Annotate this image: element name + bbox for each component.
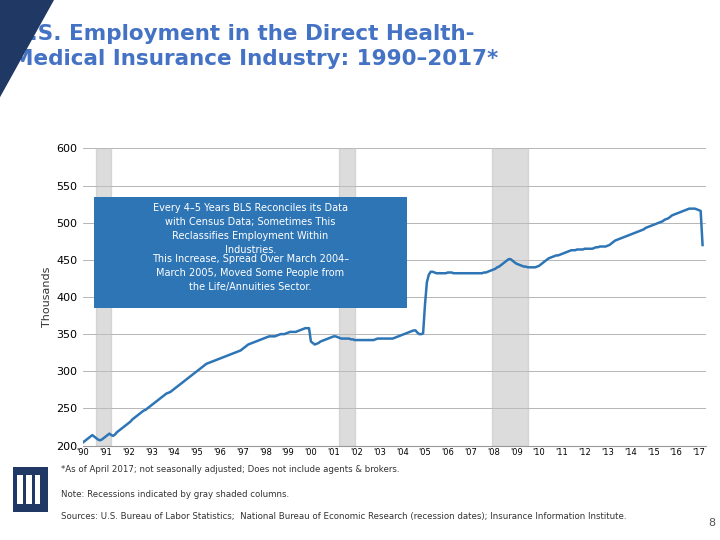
FancyBboxPatch shape — [26, 475, 32, 503]
Bar — [339, 148, 355, 445]
Bar — [492, 148, 528, 445]
Text: Every 4–5 Years BLS Reconciles its Data
with Census Data; Sometimes This
Reclass: Every 4–5 Years BLS Reconciles its Data … — [153, 202, 348, 255]
Text: *As of April 2017; not seasonally adjusted; Does not include agents & brokers.: *As of April 2017; not seasonally adjust… — [61, 465, 400, 475]
Text: 8: 8 — [708, 518, 715, 528]
Bar — [96, 148, 112, 445]
Text: This Increase, Spread Over March 2004–
March 2005, Moved Some People from
the Li: This Increase, Spread Over March 2004– M… — [152, 254, 349, 292]
Text: Note: Recessions indicated by gray shaded columns.: Note: Recessions indicated by gray shade… — [61, 490, 289, 499]
Y-axis label: Thousands: Thousands — [42, 267, 52, 327]
FancyBboxPatch shape — [17, 475, 23, 503]
FancyBboxPatch shape — [94, 197, 407, 308]
FancyBboxPatch shape — [13, 467, 48, 512]
Polygon shape — [0, 0, 54, 97]
Text: Sources: U.S. Bureau of Labor Statistics;  National Bureau of Economic Research : Sources: U.S. Bureau of Labor Statistics… — [61, 512, 626, 521]
FancyBboxPatch shape — [35, 475, 40, 503]
Text: U.S. Employment in the Direct Health-
Medical Insurance Industry: 1990–2017*: U.S. Employment in the Direct Health- Me… — [12, 24, 498, 69]
